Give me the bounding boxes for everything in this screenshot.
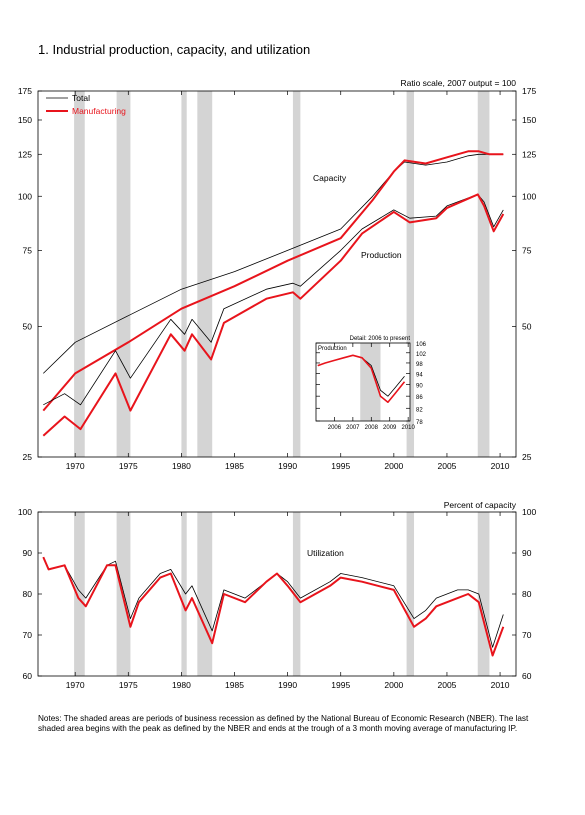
legend-label-total: Total [72, 93, 90, 103]
y-tick-label: 75 [23, 245, 33, 255]
recession-band [197, 512, 213, 676]
y-tick-label-right: 125 [522, 149, 536, 159]
y-tick-label-right: 150 [522, 115, 536, 125]
capacity-total-line [43, 153, 504, 374]
y-tick-label: 70 [23, 630, 33, 640]
y-tick-label: 125 [18, 149, 32, 159]
y-tick-label-right: 98 [416, 362, 423, 368]
x-tick-label: 1970 [66, 461, 85, 471]
ylabel-percent-of-capacity: Percent of capacity [444, 500, 517, 510]
y-tick-label: 80 [23, 589, 33, 599]
annotation-utilization: Utilization [307, 548, 344, 558]
y-tick-label-right: 50 [522, 322, 532, 332]
x-tick-label: 1975 [119, 461, 138, 471]
legend-label-manufacturing: Manufacturing [72, 106, 126, 116]
x-tick-label: 2009 [383, 425, 397, 431]
y-tick-label: 100 [18, 507, 32, 517]
x-tick-label: 2005 [437, 461, 456, 471]
recession-band [477, 512, 490, 676]
inset-title: Detail: 2006 to present [350, 336, 411, 342]
recession-band [116, 91, 131, 457]
x-tick-label: 2007 [346, 425, 360, 431]
recession-band [197, 91, 213, 457]
recession-band [292, 512, 301, 676]
y-tick-label: 150 [18, 115, 32, 125]
x-tick-label: 1980 [172, 461, 191, 471]
x-tick-label: 2010 [401, 425, 415, 431]
plot-frame [37, 511, 517, 677]
y-tick-label: 50 [23, 322, 33, 332]
x-tick-label: 2006 [328, 425, 342, 431]
utilization-panel: 60 60 70 70 80 80 90 90 100 100 1970 1975 1980 1985 19… [18, 500, 537, 690]
x-tick-label: 1995 [331, 680, 350, 690]
manufacturing-line [317, 354, 406, 404]
y-tick-label-right: 75 [522, 245, 532, 255]
y-tick-label-right: 80 [522, 589, 532, 599]
y-tick-label: 175 [18, 86, 32, 96]
output-capacity-panel: 25 25 50 50 75 75 100 100 125 125 150 150 175 175 1970… [18, 78, 537, 471]
total-line [42, 556, 504, 648]
production-manufacturing-line [42, 193, 505, 437]
x-tick-label: 1975 [119, 680, 138, 690]
x-tick-label: 2010 [491, 461, 510, 471]
x-tick-label: 1990 [278, 680, 297, 690]
y-tick-label-right: 106 [416, 342, 427, 348]
x-tick-label: 1970 [66, 680, 85, 690]
y-tick-label-right: 25 [522, 452, 532, 462]
chart-notes: Notes: The shaded areas are periods of b… [38, 714, 529, 733]
y-tick-label-right: 102 [416, 352, 427, 358]
y-tick-label-right: 90 [522, 548, 532, 558]
recession-band [74, 512, 85, 676]
x-tick-label: 2008 [365, 425, 379, 431]
y-tick-label: 25 [23, 452, 33, 462]
inset-subtitle: Production [318, 346, 347, 352]
y-tick-label-right: 60 [522, 671, 532, 681]
y-tick-label-right: 94 [416, 373, 423, 379]
recession-band [406, 512, 415, 676]
x-tick-label: 1985 [225, 461, 244, 471]
x-tick-label: 1980 [172, 680, 191, 690]
y-tick-label: 100 [18, 191, 32, 201]
y-tick-label: 90 [23, 548, 33, 558]
detail-inset-panel: 78 82 86 90 94 98 102 106 2006 2007 2008 2009 2010 De… [315, 336, 427, 431]
recession-band [116, 512, 131, 676]
recession-band [181, 91, 187, 457]
unit-label: Ratio scale, 2007 output = 100 [400, 78, 516, 88]
y-tick-label-right: 86 [416, 395, 423, 401]
plot-frame [37, 90, 517, 458]
x-tick-label: 2000 [384, 680, 403, 690]
y-tick-label-right: 100 [522, 507, 536, 517]
y-tick-label-right: 100 [522, 191, 536, 201]
x-tick-label: 2000 [384, 461, 403, 471]
recession-band [74, 91, 85, 457]
x-tick-label: 1995 [331, 461, 350, 471]
recession-band [292, 91, 301, 457]
recession-band [181, 512, 187, 676]
manufacturing-line [42, 556, 505, 657]
capacity-manufacturing-line [42, 150, 504, 412]
x-tick-label: 2005 [437, 680, 456, 690]
x-tick-label: 2010 [491, 680, 510, 690]
y-tick-label-right: 90 [416, 384, 423, 390]
plot-frame [315, 342, 411, 422]
y-tick-label-right: 78 [416, 420, 423, 426]
x-tick-label: 1985 [225, 680, 244, 690]
y-tick-label: 60 [23, 671, 33, 681]
annotation-production: Production [361, 250, 402, 260]
recession-band [477, 91, 490, 457]
y-tick-label-right: 175 [522, 86, 536, 96]
production-total-line [43, 193, 504, 406]
y-tick-label-right: 82 [416, 407, 423, 413]
annotation-capacity: Capacity [313, 173, 347, 183]
x-tick-label: 1990 [278, 461, 297, 471]
recession-band [406, 91, 415, 457]
y-tick-label-right: 70 [522, 630, 532, 640]
page-title: 1. Industrial production, capacity, and … [38, 42, 311, 57]
